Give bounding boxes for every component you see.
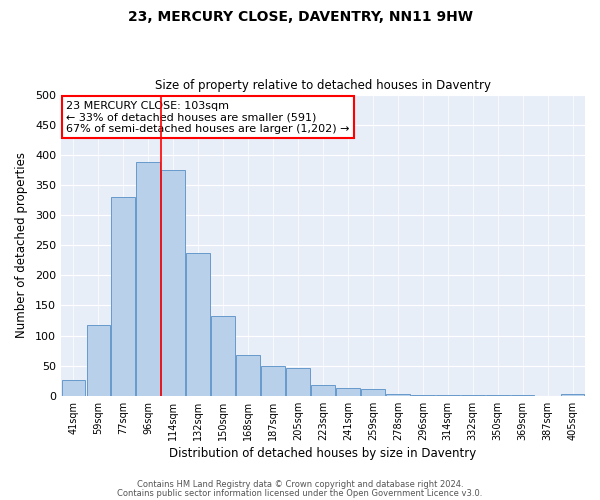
- Bar: [336, 388, 360, 396]
- Bar: [286, 368, 310, 396]
- Bar: [211, 316, 235, 396]
- Bar: [361, 389, 385, 396]
- Bar: [386, 394, 410, 396]
- Bar: [311, 385, 335, 396]
- Bar: [261, 366, 285, 396]
- Bar: [436, 394, 460, 396]
- Bar: [112, 197, 135, 396]
- Y-axis label: Number of detached properties: Number of detached properties: [15, 152, 28, 338]
- Text: 23, MERCURY CLOSE, DAVENTRY, NN11 9HW: 23, MERCURY CLOSE, DAVENTRY, NN11 9HW: [128, 10, 473, 24]
- Bar: [560, 394, 584, 396]
- Bar: [461, 394, 485, 396]
- Bar: [411, 394, 434, 396]
- Bar: [161, 170, 185, 396]
- Bar: [136, 162, 160, 396]
- Bar: [62, 380, 85, 396]
- Bar: [86, 324, 110, 396]
- Text: Contains public sector information licensed under the Open Government Licence v3: Contains public sector information licen…: [118, 489, 482, 498]
- Text: 23 MERCURY CLOSE: 103sqm
← 33% of detached houses are smaller (591)
67% of semi-: 23 MERCURY CLOSE: 103sqm ← 33% of detach…: [66, 100, 350, 134]
- Bar: [486, 394, 509, 396]
- Bar: [236, 355, 260, 396]
- Title: Size of property relative to detached houses in Daventry: Size of property relative to detached ho…: [155, 79, 491, 92]
- Text: Contains HM Land Registry data © Crown copyright and database right 2024.: Contains HM Land Registry data © Crown c…: [137, 480, 463, 489]
- X-axis label: Distribution of detached houses by size in Daventry: Distribution of detached houses by size …: [169, 447, 476, 460]
- Bar: [187, 253, 210, 396]
- Bar: [511, 394, 535, 396]
